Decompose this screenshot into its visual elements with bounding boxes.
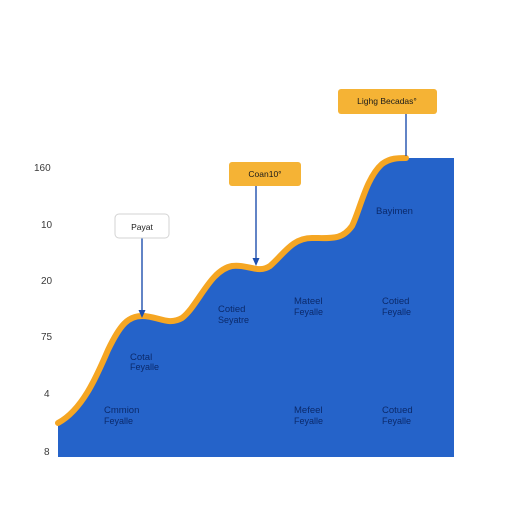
y-tick-label: 20 <box>41 276 53 287</box>
region-label: Cotied <box>382 296 409 307</box>
region-label: Cotied <box>218 304 245 315</box>
annotation-label: Coan10° <box>248 169 281 179</box>
y-axis: 160 10 20 75 4 8 <box>34 163 53 458</box>
region-label: Cotued <box>382 405 413 416</box>
region-label: Feyalle <box>104 416 133 426</box>
y-tick-label: 75 <box>41 332 53 343</box>
y-tick-label: 4 <box>44 389 50 400</box>
region-label: Cmmion <box>104 405 139 416</box>
region-label: Seyatre <box>218 315 249 325</box>
arrow-head <box>252 258 260 266</box>
region-label: Bayimen <box>376 206 413 217</box>
area-series <box>58 158 454 457</box>
region-label: Feyalle <box>130 362 159 372</box>
y-tick-label: 8 <box>44 447 50 458</box>
annotation-label: Payat <box>131 222 153 232</box>
y-tick-label: 10 <box>41 220 53 231</box>
region-label: Cotal <box>130 352 152 363</box>
y-tick-label: 160 <box>34 163 51 174</box>
arrow-head <box>138 310 146 318</box>
annotations: Payat Coan10° Lighg Becadas° <box>114 89 437 318</box>
annotation-label: Lighg Becadas° <box>357 96 417 106</box>
region-label: Feyalle <box>382 307 411 317</box>
annotation-box <box>114 213 170 239</box>
region-label: Mefeel <box>294 405 323 416</box>
region-label: Feyalle <box>294 416 323 426</box>
annotation-box <box>229 162 301 186</box>
region-label: Mateel <box>294 296 323 307</box>
area-edge-line <box>55 155 409 426</box>
annotation-box <box>338 89 437 114</box>
region-label: Feyalle <box>294 307 323 317</box>
region-label: Feyalle <box>382 416 411 426</box>
region-labels: Bayimen Cotal Feyalle Cotied Seyatre Mat… <box>104 206 413 426</box>
